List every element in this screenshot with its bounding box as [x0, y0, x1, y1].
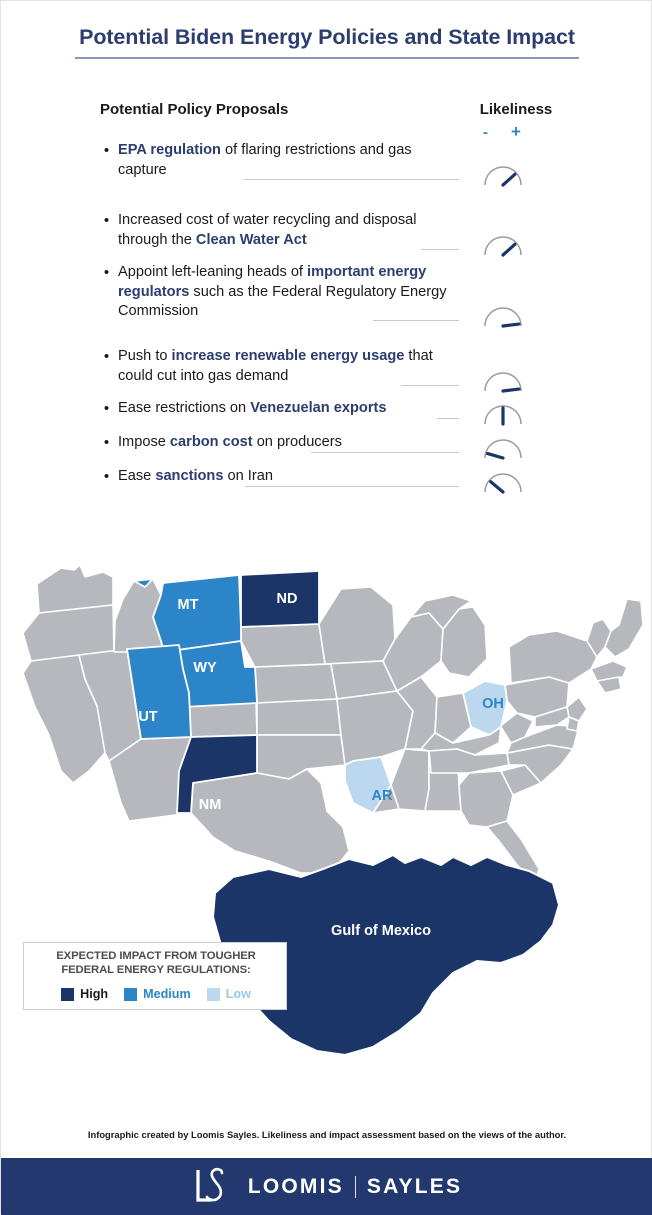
brand-divider	[354, 1175, 356, 1198]
gauge-needle	[501, 387, 521, 393]
policy-text: Ease restrictions on Venezuelan exports	[118, 400, 387, 416]
page-title: Potential Biden Energy Policies and Stat…	[75, 25, 579, 59]
footnote: Infographic created by Loomis Sayles. Li…	[87, 1129, 567, 1140]
scale-plus-label: +	[511, 122, 521, 141]
legend-title-line1: EXPECTED IMPACT FROM TOUGHER	[56, 950, 256, 962]
policy-bullet: •	[103, 468, 110, 485]
likeliness-gauge	[484, 166, 522, 187]
legend-title: EXPECTED IMPACT FROM TOUGHER FEDERAL ENE…	[24, 950, 288, 977]
state-label-WY: WY	[193, 660, 217, 676]
brand-word-loomis: LOOMIS	[247, 1174, 344, 1198]
policy-bullet: •	[103, 142, 110, 159]
policy-item: • Increased cost of water recycling and d…	[1, 211, 652, 258]
policy-bullet: •	[103, 212, 110, 229]
likeliness-gauge	[484, 372, 522, 393]
gauge-arc	[484, 166, 522, 186]
likeliness-column-header: Likeliness	[479, 101, 553, 118]
policy-item: • Impose carbon cost on producers	[1, 433, 652, 461]
map-svg: Gulf of Mexico MT ND WY UT NM OH AR	[22, 564, 644, 1057]
gauge-needle	[501, 242, 517, 257]
gulf-of-mexico-label: Gulf of Mexico	[331, 923, 431, 939]
legend-swatch	[206, 987, 220, 1001]
policy-text: Ease sanctions on Iran	[118, 468, 273, 484]
policy-item: • Ease sanctions on Iran	[1, 467, 652, 495]
state-label-MT: MT	[178, 597, 199, 613]
likeliness-gauge	[484, 405, 522, 426]
legend-label: Medium	[143, 987, 191, 1001]
gauge-needle	[486, 451, 505, 460]
brand-word-sayles: SAYLES	[366, 1174, 463, 1198]
gauge-needle	[489, 480, 505, 494]
policy-leader-line	[311, 452, 459, 453]
policy-text: EPA regulation of flaring restrictions a…	[118, 142, 412, 178]
policy-item: • Appoint left-leaning heads of important…	[1, 263, 652, 330]
policy-bullet: •	[103, 264, 110, 281]
gauge-arc	[484, 307, 522, 327]
gauge-needle	[501, 322, 521, 328]
likeliness-gauge	[484, 236, 522, 257]
state-UT	[126, 644, 192, 740]
state-AR	[344, 756, 392, 814]
state-label-AR: AR	[372, 788, 393, 804]
proposals-column-header: Potential Policy Proposals	[100, 101, 289, 118]
legend-key: Medium	[124, 987, 191, 1001]
map-legend: EXPECTED IMPACT FROM TOUGHER FEDERAL ENE…	[23, 942, 287, 1010]
state-label-ND: ND	[277, 591, 298, 607]
gauge-arc	[484, 405, 522, 425]
gauge-arc	[484, 473, 522, 493]
gauge-arc	[484, 439, 522, 459]
loomis-sayles-ls-monogram-icon	[196, 1167, 224, 1202]
likeliness-gauge	[484, 307, 522, 328]
policy-text: Impose carbon cost on producers	[118, 434, 342, 450]
gauge-needle	[501, 172, 517, 187]
policy-leader-line	[244, 179, 459, 180]
legend-title-line2: FEDERAL ENERGY REGULATIONS:	[61, 963, 251, 976]
policy-item: • EPA regulation of flaring restrictions …	[1, 141, 652, 188]
policy-bullet: •	[103, 348, 110, 365]
policy-leader-line	[437, 418, 459, 419]
legend-keys: High Medium Low	[24, 984, 288, 1004]
likeliness-gauge	[484, 439, 522, 460]
gauge-arc	[484, 236, 522, 256]
legend-key: Low	[206, 987, 251, 1001]
policy-leader-line	[401, 385, 459, 386]
policy-text: Appoint left-leaning heads of important …	[118, 264, 447, 319]
legend-label: Low	[225, 987, 251, 1001]
state-label-OH: OH	[482, 696, 504, 712]
policy-text: Push to increase renewable energy usage …	[118, 348, 433, 384]
policy-leader-line	[373, 320, 459, 321]
likeliness-scale: - +	[461, 122, 571, 143]
policy-item: • Ease restrictions on Venezuelan exports	[1, 399, 652, 427]
state-NM	[176, 734, 258, 814]
map-base-states	[22, 564, 644, 884]
gauge-arc	[484, 372, 522, 392]
policy-leader-line	[245, 486, 459, 487]
state-label-NM: NM	[199, 797, 222, 813]
policy-bullet: •	[103, 400, 110, 417]
brand-wordmark: LOOMIS SAYLES	[248, 1175, 462, 1199]
policy-text: Increased cost of water recycling and di…	[118, 212, 417, 248]
column-headers: Potential Policy Proposals Likeliness	[1, 101, 652, 127]
legend-swatch	[124, 987, 138, 1001]
state-OH	[462, 680, 508, 736]
legend-swatch	[61, 987, 75, 1001]
legend-label: High	[80, 987, 109, 1001]
state-label-UT: UT	[138, 709, 157, 725]
header: Potential Biden Energy Policies and Stat…	[1, 25, 652, 59]
gulf-of-mexico-shape: Gulf of Mexico	[211, 853, 561, 1057]
map-state-labels: MT ND WY UT NM OH AR	[138, 591, 504, 813]
likeliness-gauge	[484, 473, 522, 494]
policy-item: • Push to increase renewable energy usage…	[1, 347, 652, 394]
policy-bullet: •	[103, 434, 110, 451]
scale-minus-label: -	[483, 124, 488, 141]
state-ND	[240, 570, 320, 628]
brand-bar: LOOMIS SAYLES	[1, 1158, 652, 1215]
policy-leader-line	[421, 249, 459, 250]
map-highlight-states	[126, 570, 508, 814]
us-impact-map: Gulf of Mexico MT ND WY UT NM OH AR	[1, 521, 652, 1091]
policy-section: Potential Policy Proposals Likeliness - …	[1, 101, 652, 494]
legend-key: High	[61, 987, 108, 1001]
